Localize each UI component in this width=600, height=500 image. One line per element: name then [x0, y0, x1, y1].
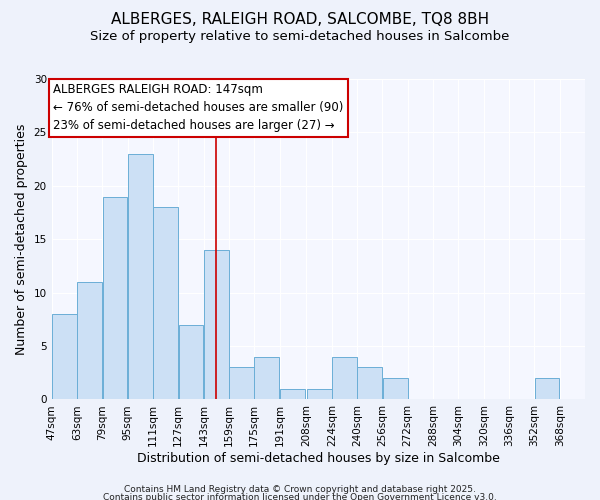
X-axis label: Distribution of semi-detached houses by size in Salcombe: Distribution of semi-detached houses by …: [137, 452, 500, 465]
Text: ALBERGES RALEIGH ROAD: 147sqm
← 76% of semi-detached houses are smaller (90)
23%: ALBERGES RALEIGH ROAD: 147sqm ← 76% of s…: [53, 84, 344, 132]
Bar: [383, 378, 407, 400]
Bar: [280, 389, 305, 400]
Bar: [103, 196, 127, 400]
Text: Size of property relative to semi-detached houses in Salcombe: Size of property relative to semi-detach…: [91, 30, 509, 43]
Bar: [254, 356, 280, 400]
Bar: [535, 378, 559, 400]
Bar: [307, 389, 332, 400]
Y-axis label: Number of semi-detached properties: Number of semi-detached properties: [15, 124, 28, 355]
Bar: [52, 314, 77, 400]
Bar: [332, 356, 357, 400]
Bar: [229, 368, 254, 400]
Bar: [204, 250, 229, 400]
Text: Contains public sector information licensed under the Open Government Licence v3: Contains public sector information licen…: [103, 493, 497, 500]
Text: ALBERGES, RALEIGH ROAD, SALCOMBE, TQ8 8BH: ALBERGES, RALEIGH ROAD, SALCOMBE, TQ8 8B…: [111, 12, 489, 28]
Bar: [153, 207, 178, 400]
Bar: [179, 324, 203, 400]
Bar: [77, 282, 102, 400]
Bar: [128, 154, 153, 400]
Text: Contains HM Land Registry data © Crown copyright and database right 2025.: Contains HM Land Registry data © Crown c…: [124, 485, 476, 494]
Bar: [358, 368, 382, 400]
